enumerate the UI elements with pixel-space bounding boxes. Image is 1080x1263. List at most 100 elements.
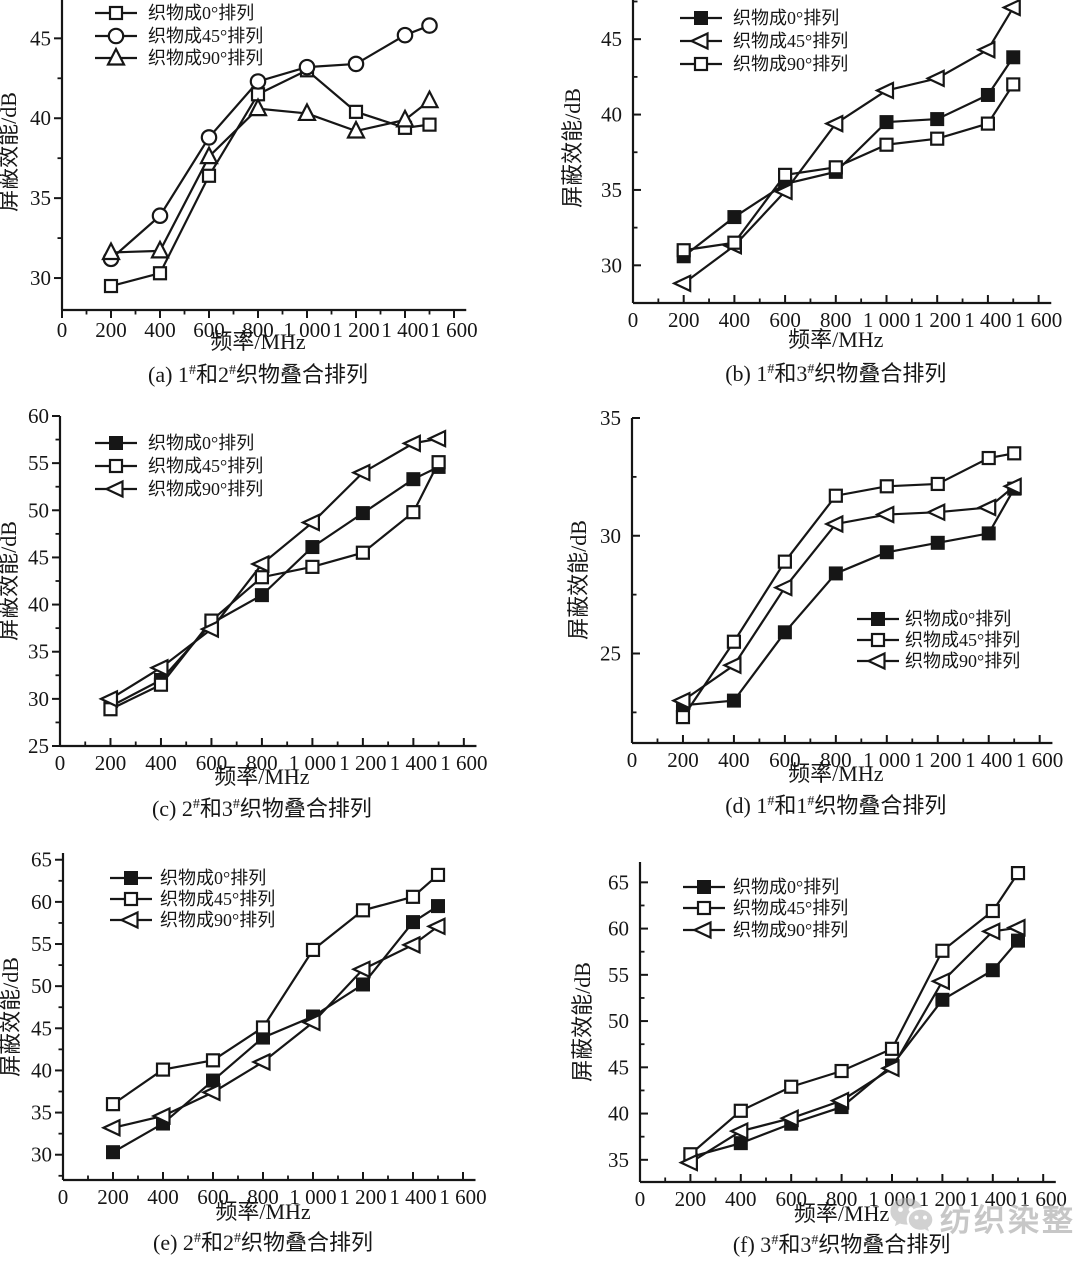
x-tick-label: 200 [95,751,127,775]
x-tick-label: 1 600 [440,751,487,775]
y-axis-ticks: 35 40 45 50 55 60 65 [608,870,648,1172]
x-tick-label: 400 [144,318,176,342]
panel-caption: (b) 1#和3#织物叠合排列 [725,361,946,386]
panel-caption: (e) 2#和2#织物叠合排列 [153,1230,373,1255]
legend-label: 织物成45°排列 [905,630,1020,650]
legend-label: 织物成0°排列 [733,877,839,897]
y-tick-label: 50 [31,974,52,998]
y-tick-label: 55 [608,963,629,987]
legend-label: 织物成45°排列 [160,889,275,909]
y-tick-label: 45 [28,545,49,569]
y-tick-label: 40 [608,1102,629,1126]
y-axis-ticks: 25 30 35 40 45 50 55 60 [28,404,60,758]
y-tick-label: 65 [608,870,629,894]
x-tick-label: 0 [55,751,66,775]
x-tick-label: 1 400 [965,748,1012,772]
y-axis-title: 屏蔽效能/dB [560,88,585,208]
x-tick-label: 400 [718,748,750,772]
x-tick-label: 1 600 [430,318,477,342]
x-tick-label: 800 [242,318,274,342]
y-axis-title: 屏蔽效能/dB [0,92,21,212]
y-tick-label: 30 [601,253,622,277]
legend-label: 织物成90°排列 [148,48,263,68]
legend-label: 织物成45°排列 [148,456,263,476]
x-tick-label: 0 [635,1187,646,1211]
y-axis-ticks: 30 35 40 45 [601,0,641,277]
y-tick-label: 65 [31,848,52,872]
panel-caption: (d) 1#和1#织物叠合排列 [725,793,946,818]
x-tick-label: 1 600 [1020,1187,1067,1211]
series-0 [676,50,1021,264]
panel-caption: (a) 1#和2#织物叠合排列 [148,362,368,387]
legend-label: 织物成90°排列 [905,651,1020,671]
y-tick-label: 35 [600,406,621,430]
x-tick-label: 200 [97,1185,129,1209]
x-axis-ticks: 0 200 400 600 800 1 000 1 200 1 400 1 600 [55,738,487,775]
y-axis-ticks: 30 35 40 45 50 55 60 65 [31,848,63,1177]
x-axis-title: 频率/MHz [788,761,884,786]
y-tick-label: 30 [30,266,51,290]
x-tick-label: 0 [628,308,639,332]
y-tick-label: 55 [31,932,52,956]
x-tick-label: 0 [58,1185,69,1209]
x-tick-label: 800 [247,1185,279,1209]
x-tick-label: 400 [725,1187,757,1211]
x-axis-title: 频率/MHz [210,329,306,354]
legend-label: 织物成0°排列 [905,609,1011,629]
series-2 [100,917,446,1137]
x-tick-label: 1 200 [919,1187,966,1211]
x-tick-label: 1 000 [283,318,330,342]
series-0 [675,481,1022,713]
x-tick-label: 1 400 [969,1187,1016,1211]
x-tick-label: 0 [627,748,638,772]
x-axis-ticks: 0 200 400 600 800 1 000 1 200 1 400 1 600 [58,1172,487,1209]
y-tick-label: 60 [608,917,629,941]
y-axis-ticks: 25 30 35 [600,406,640,714]
x-tick-label: 200 [95,318,127,342]
y-tick-label: 40 [30,106,51,130]
legend-label: 织物成90°排列 [733,54,848,74]
y-tick-label: 60 [31,890,52,914]
panel-caption: (c) 2#和3#织物叠合排列 [152,796,372,821]
legend-label: 织物成0°排列 [148,433,254,453]
y-tick-label: 45 [608,1055,629,1079]
axes [60,0,467,312]
x-tick-label: 600 [769,308,801,332]
series-2 [670,477,1022,710]
y-tick-label: 55 [28,451,49,475]
legend-label: 织物成0°排列 [148,3,254,23]
y-tick-label: 35 [608,1148,629,1172]
series-2 [98,429,447,709]
legend-label: 织物成90°排列 [733,920,848,940]
legend-label: 织物成45°排列 [733,898,848,918]
series-2 [101,89,440,261]
x-tick-label: 600 [196,751,228,775]
x-tick-label: 1 400 [381,318,428,342]
y-axis-title: 屏蔽效能/dB [0,521,21,641]
legend-label: 织物成45°排列 [733,31,848,51]
x-axis-title: 频率/MHz [215,1199,311,1224]
y-tick-label: 40 [601,103,622,127]
y-tick-label: 25 [28,734,49,758]
y-tick-label: 25 [600,642,621,666]
y-tick-label: 30 [31,1143,52,1167]
x-tick-label: 0 [57,318,68,342]
x-tick-label: 600 [775,1187,807,1211]
y-axis-title: 屏蔽效能/dB [566,520,591,640]
x-tick-label: 1 400 [390,751,437,775]
x-tick-label: 1 200 [339,1185,386,1209]
x-tick-label: 1 600 [1016,748,1063,772]
axes [630,418,1053,745]
x-tick-label: 1 000 [289,1185,336,1209]
legend-label: 织物成0°排列 [160,868,266,888]
x-tick-label: 400 [719,308,751,332]
y-tick-label: 50 [608,1009,629,1033]
x-tick-label: 800 [820,748,852,772]
legend-label: 织物成45°排列 [148,26,263,46]
x-tick-label: 400 [145,751,177,775]
